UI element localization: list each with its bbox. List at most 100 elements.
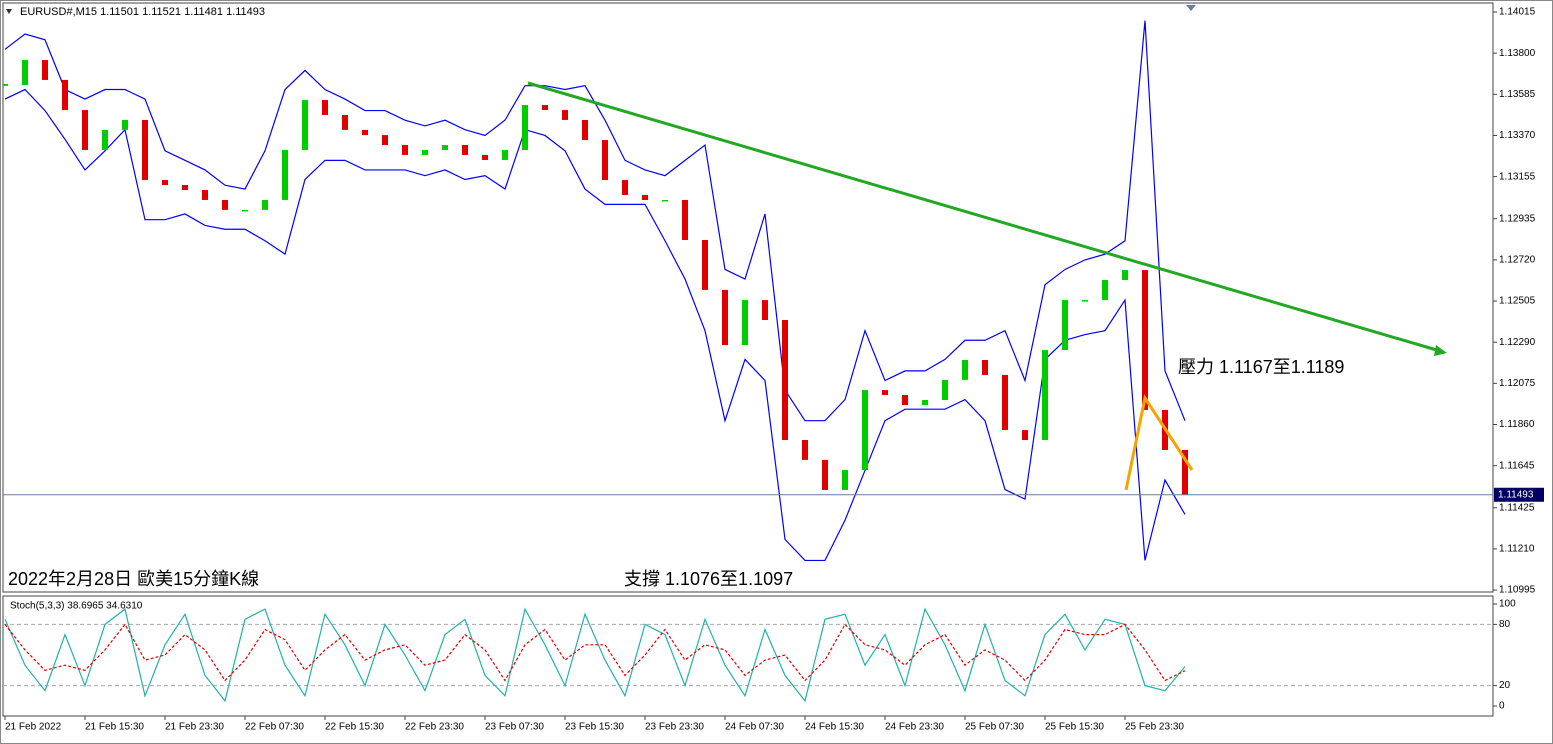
candle xyxy=(582,119,588,141)
candle xyxy=(322,100,328,115)
trend-line xyxy=(527,81,1441,353)
candle xyxy=(802,440,808,460)
chart-title: EURUSD#,M15 1.11501 1.11521 1.11481 1.11… xyxy=(20,6,265,18)
stoch-k xyxy=(4,607,1186,703)
candle xyxy=(622,180,628,195)
title-marker xyxy=(6,9,12,14)
candle xyxy=(942,379,948,401)
candle xyxy=(302,100,308,151)
x-tick-label: 23 Feb 07:30 xyxy=(485,722,544,733)
pattern-line xyxy=(1124,394,1194,491)
shift-marker xyxy=(1186,5,1196,11)
candle xyxy=(782,319,788,441)
y-tick-label: 1.11645 xyxy=(1499,460,1535,471)
y-tick-label: 1.11860 xyxy=(1499,419,1535,430)
candle xyxy=(42,60,48,80)
candle xyxy=(3,83,8,86)
stoch-d xyxy=(4,623,1186,682)
x-tick-label: 22 Feb 23:30 xyxy=(405,722,464,733)
candle xyxy=(862,390,868,471)
x-tick-label: 23 Feb 15:30 xyxy=(565,722,624,733)
candle xyxy=(702,239,708,290)
candle xyxy=(902,395,908,405)
x-tick-label: 21 Feb 23:30 xyxy=(165,722,224,733)
candle xyxy=(122,119,128,130)
candle xyxy=(1082,300,1088,302)
y-tick-label: 1.11210 xyxy=(1499,544,1535,555)
y-tick-label: 1.13155 xyxy=(1499,171,1536,182)
y-tick-label: 1.13800 xyxy=(1499,48,1536,59)
candle xyxy=(962,359,968,380)
y-tick-label: 1.12075 xyxy=(1499,378,1536,389)
candle xyxy=(282,150,288,200)
y-tick-label: 80 xyxy=(1499,619,1511,630)
candle xyxy=(22,60,28,85)
candle xyxy=(82,110,88,151)
y-tick-label: 1.12505 xyxy=(1499,296,1536,307)
stoch-panel xyxy=(2,595,1494,717)
candle xyxy=(102,129,108,151)
candle xyxy=(762,300,768,320)
lower-band xyxy=(4,88,1186,562)
y-tick-label: 1.12935 xyxy=(1499,213,1536,224)
candle xyxy=(922,400,928,405)
y-tick-label: 1.13370 xyxy=(1499,130,1536,141)
candle xyxy=(262,199,268,210)
candle xyxy=(242,209,248,212)
candle xyxy=(642,194,648,200)
candle xyxy=(982,359,988,375)
candle xyxy=(1062,300,1068,351)
candle xyxy=(562,110,568,120)
candle xyxy=(1102,279,1108,301)
x-tick-label: 25 Feb 07:30 xyxy=(965,722,1024,733)
candle xyxy=(742,300,748,346)
candle xyxy=(722,289,728,346)
candle xyxy=(482,154,488,160)
candle xyxy=(442,145,448,151)
candle xyxy=(182,185,188,191)
candle xyxy=(1022,430,1028,441)
y-tick-label: 1.14015 xyxy=(1499,7,1536,18)
candle xyxy=(882,390,888,396)
x-tick-label: 21 Feb 15:30 xyxy=(85,722,144,733)
x-tick-label: 23 Feb 23:30 xyxy=(645,722,704,733)
y-tick-label: 1.12290 xyxy=(1499,337,1536,348)
candle xyxy=(382,135,388,146)
candle xyxy=(542,105,548,111)
y-tick-label: 20 xyxy=(1499,680,1511,691)
x-tick-label: 24 Feb 15:30 xyxy=(805,722,864,733)
candle xyxy=(342,114,348,130)
candle xyxy=(222,199,228,210)
main-plot xyxy=(3,20,1493,562)
candle xyxy=(1182,449,1188,495)
y-tick-label: 0 xyxy=(1499,701,1505,712)
main-panel xyxy=(2,2,1494,593)
candle xyxy=(682,199,688,240)
x-tick-label: 21 Feb 2022 xyxy=(5,722,62,733)
annotation: 2022年2月28日 歐美15分鐘K線 xyxy=(8,569,259,589)
candle xyxy=(502,150,508,160)
annotation: 壓力 1.1167至1.1189 xyxy=(1178,357,1344,377)
x-tick-label: 22 Feb 15:30 xyxy=(325,722,384,733)
candle xyxy=(402,145,408,155)
candle xyxy=(1042,350,1048,441)
y-tick-label: 100 xyxy=(1499,599,1516,610)
annotation: 支撐 1.1076至1.1097 xyxy=(624,569,793,589)
x-tick-label: 22 Feb 07:30 xyxy=(245,722,304,733)
current-price-label: 1.11493 xyxy=(1498,489,1534,500)
candle xyxy=(202,190,208,200)
x-tick-label: 25 Feb 15:30 xyxy=(1045,722,1104,733)
candle xyxy=(142,119,148,181)
candle xyxy=(1142,270,1148,410)
candle xyxy=(822,459,828,490)
candle xyxy=(662,199,668,202)
candle xyxy=(162,180,168,186)
candle xyxy=(362,129,368,136)
stoch-plot xyxy=(3,607,1493,703)
x-tick-label: 24 Feb 07:30 xyxy=(725,722,784,733)
y-tick-label: 1.13585 xyxy=(1499,89,1536,100)
y-tick-label: 1.11425 xyxy=(1499,502,1535,513)
current-price-box xyxy=(1494,487,1544,502)
candle xyxy=(602,140,608,181)
